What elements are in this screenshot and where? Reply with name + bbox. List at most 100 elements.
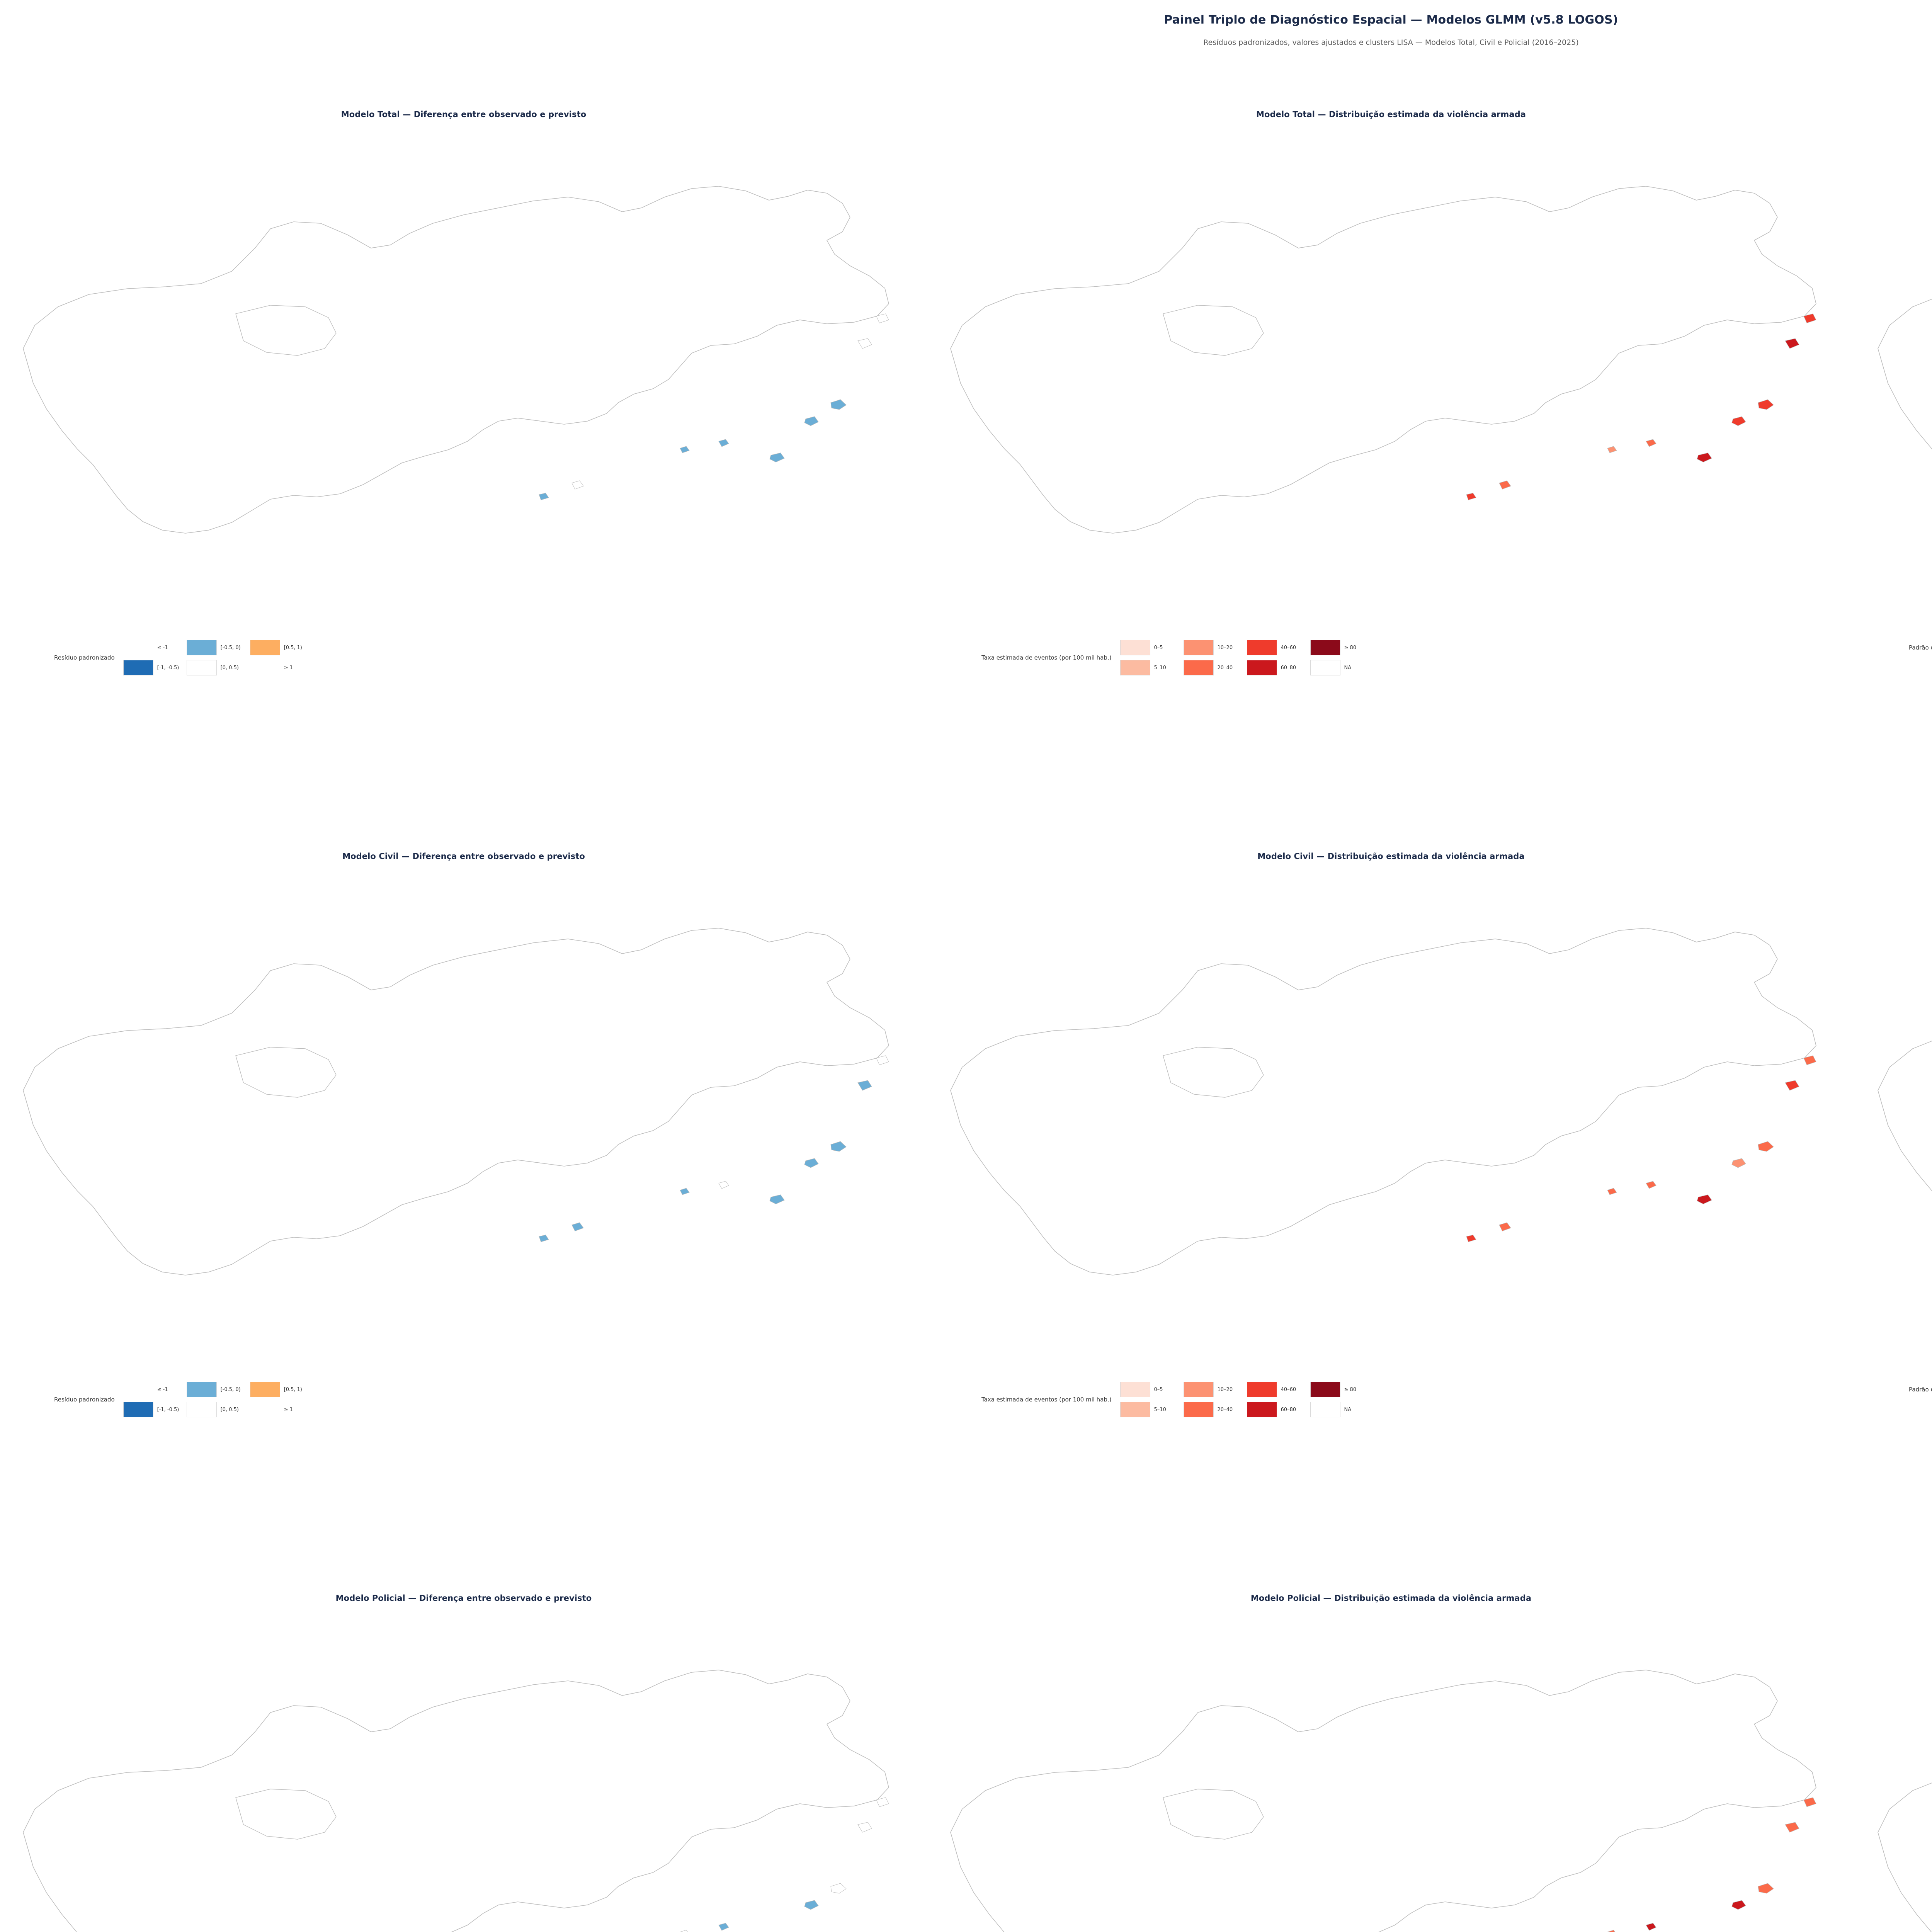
page-header: Painel Triplo de Diagnóstico Espacial — … <box>0 0 1932 47</box>
legend-item[interactable]: [-1, -0.5) <box>123 1400 180 1420</box>
legend-label: ≥ 1 <box>284 1406 293 1413</box>
legend-swatch <box>250 640 280 655</box>
panel-civil-2: Modelo Civil — Padrões espaciais da viol… <box>1855 838 1932 1580</box>
legend-item[interactable]: [0.5, 1) <box>250 638 306 658</box>
legend-item[interactable]: [-0.5, 0) <box>186 638 243 658</box>
choropleth-map <box>1878 299 1932 450</box>
map-islet <box>1731 1900 1746 1910</box>
panel-policial-2: Modelo Policial — Padrões espaciais da v… <box>1855 1580 1932 1932</box>
panel-title: Modelo Policial — Distribuição estimada … <box>1250 1594 1532 1603</box>
choropleth-map <box>1878 1041 1932 1192</box>
legend-label: 20–40 <box>1217 665 1233 671</box>
basemap-outline <box>950 186 1816 534</box>
lagoon-hole <box>1163 1789 1264 1840</box>
legend-label: 0–5 <box>1154 645 1163 651</box>
map-islet <box>769 452 785 463</box>
legend-item[interactable]: NA <box>1310 1400 1367 1420</box>
legend-item[interactable]: 10–20 <box>1183 1379 1240 1400</box>
legend-item[interactable]: ≤ -1 <box>123 1379 180 1400</box>
legend-item[interactable]: 5–10 <box>1120 658 1177 678</box>
legend-items: ≤ -1 [-1, -0.5) [-0.5, 0) [0, 0.5) [0.5, 1) ≥… <box>123 638 306 678</box>
choropleth-map <box>950 1670 1816 1932</box>
legend-label: [-0.5, 0) <box>220 1386 241 1393</box>
legend-item[interactable]: 10–20 <box>1183 638 1240 658</box>
legend-label: [0.5, 1) <box>284 645 302 651</box>
legend-total-0: Resíduo padronizado ≤ -1 [-1, -0.5) [-0.5,… <box>0 638 927 678</box>
legend-swatch <box>186 1402 217 1417</box>
map-container[interactable] <box>0 874 927 1388</box>
legend-title: Resíduo padronizado <box>54 654 115 661</box>
legend-item[interactable]: ≥ 1 <box>250 1400 306 1420</box>
map-islet <box>1785 1080 1799 1091</box>
legend-swatch <box>1183 1382 1214 1397</box>
legend-item[interactable]: 60–80 <box>1247 658 1303 678</box>
map-container[interactable] <box>927 1616 1855 1932</box>
panel-subtitle: 964 áreas com padrão significativo (p ≤ … <box>1855 867 1932 874</box>
basemap-outline <box>1878 1782 1932 1932</box>
choropleth-map <box>23 1670 889 1932</box>
map-container[interactable] <box>927 874 1855 1388</box>
map-islet <box>718 439 729 447</box>
legend-label: 5–10 <box>1154 665 1166 671</box>
map-container[interactable] <box>927 132 1855 646</box>
legend-item[interactable]: [0, 0.5) <box>186 658 243 678</box>
legend-item[interactable]: 20–40 <box>1183 658 1240 678</box>
legend-label: [0, 0.5) <box>220 1406 239 1413</box>
legend-item[interactable]: [-1, -0.5) <box>123 658 180 678</box>
basemap-outline <box>23 186 889 534</box>
basemap-outline <box>1878 299 1932 450</box>
map-islet <box>1697 1194 1712 1204</box>
map-islet <box>718 1181 729 1189</box>
page-subtitle: Resíduos padronizados, valores ajustados… <box>1203 38 1579 47</box>
legend-item[interactable]: 60–80 <box>1247 1400 1303 1420</box>
map-islet <box>830 1883 847 1894</box>
panel-subtitle <box>927 125 1855 132</box>
legend-item[interactable]: [-0.5, 0) <box>186 1379 243 1400</box>
panel-total-0: Modelo Total — Diferença entre observado… <box>0 97 927 838</box>
legend-label: 10–20 <box>1217 1386 1233 1393</box>
map-container[interactable] <box>0 1616 927 1932</box>
legend-item[interactable]: ≥ 1 <box>250 658 306 678</box>
legend-item[interactable]: [0.5, 1) <box>250 1379 306 1400</box>
legend-swatch <box>250 660 280 675</box>
legend-swatch <box>1310 1382 1340 1397</box>
legend-item[interactable]: 0–5 <box>1120 638 1177 658</box>
legend-label: 5–10 <box>1154 1406 1166 1413</box>
legend-label: 60–80 <box>1281 665 1296 671</box>
legend-total-2: Padrão espacial local (LISA) High–HighHi… <box>1855 638 1932 658</box>
legend-item[interactable]: 20–40 <box>1183 1400 1240 1420</box>
map-container[interactable] <box>0 132 927 646</box>
lagoon-hole <box>1163 1047 1264 1098</box>
map-container[interactable] <box>1855 1616 1932 1932</box>
legend-label: [-1, -0.5) <box>157 665 179 671</box>
panel-title: Modelo Total — Padrões espaciais da viol… <box>1855 97 1932 119</box>
legend-item[interactable]: NA <box>1310 658 1367 678</box>
legend-swatch <box>1310 640 1340 655</box>
legend-swatch <box>1247 1382 1277 1397</box>
legend-label: NA <box>1344 1406 1352 1413</box>
legend-item[interactable]: ≥ 80 <box>1310 1379 1367 1400</box>
legend-item[interactable]: ≥ 80 <box>1310 638 1367 658</box>
legend-item[interactable]: [0, 0.5) <box>186 1400 243 1420</box>
legend-item[interactable]: 40–60 <box>1247 638 1303 658</box>
legend-label: ≥ 80 <box>1344 645 1357 651</box>
basemap-outline <box>950 1670 1816 1932</box>
lagoon-hole <box>235 1047 337 1098</box>
legend-item[interactable]: 5–10 <box>1120 1400 1177 1420</box>
panel-title: Modelo Civil — Padrões espaciais da viol… <box>1855 838 1932 861</box>
map-islet <box>1785 1822 1799 1833</box>
panel-title: Modelo Civil — Diferença entre observado… <box>342 852 585 861</box>
legend-swatch <box>1183 1402 1214 1417</box>
legend-swatch <box>1120 1382 1150 1397</box>
map-islet <box>1499 480 1511 490</box>
legend-label: ≥ 1 <box>284 665 293 671</box>
basemap-outline <box>23 1670 889 1932</box>
legend-item[interactable]: 40–60 <box>1247 1379 1303 1400</box>
map-container[interactable] <box>1855 874 1932 1388</box>
legend-item[interactable]: ≤ -1 <box>123 638 180 658</box>
lagoon-hole <box>1163 305 1264 356</box>
map-container[interactable] <box>1855 132 1932 646</box>
legend-label: 40–60 <box>1281 645 1296 651</box>
legend-item[interactable]: 0–5 <box>1120 1379 1177 1400</box>
map-islet <box>539 493 549 500</box>
